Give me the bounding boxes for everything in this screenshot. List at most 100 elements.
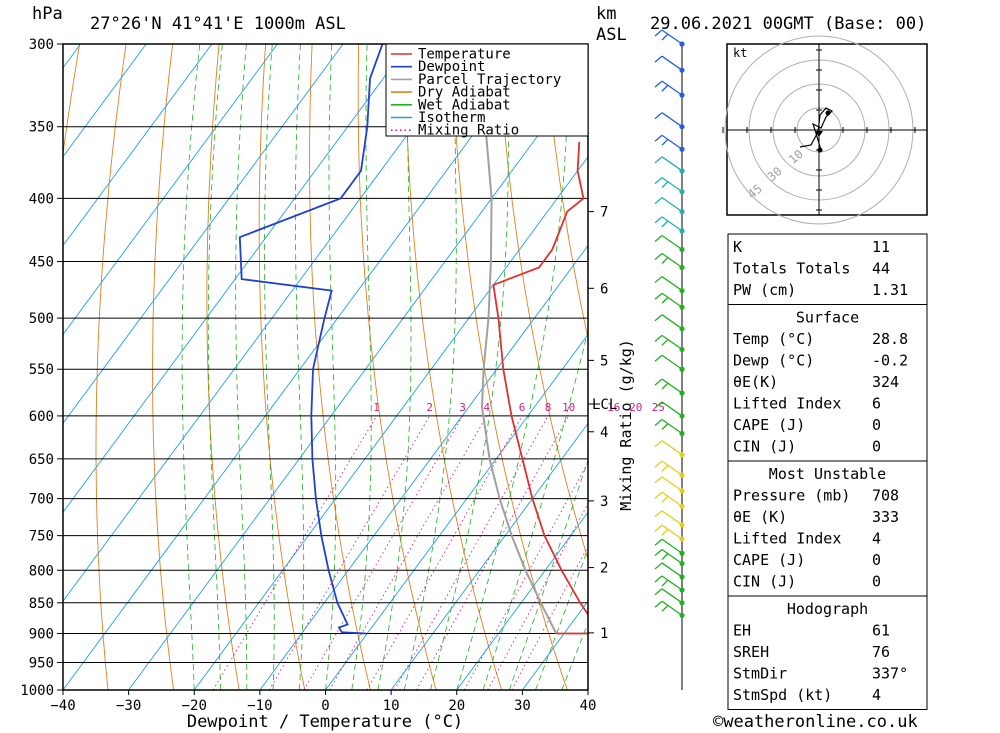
wind-barb-staff bbox=[661, 562, 683, 578]
most-unstable-value: 0 bbox=[872, 551, 881, 569]
wind-barb-flag bbox=[654, 588, 663, 596]
x-axis-title: Dewpoint / Temperature (°C) bbox=[187, 712, 463, 732]
hodograph-point bbox=[817, 147, 823, 153]
dry-adiabat bbox=[952, 7, 1000, 690]
hodograph-stats-value: 61 bbox=[872, 622, 890, 640]
wind-barb-staff bbox=[661, 460, 683, 476]
wet-adiabat bbox=[294, 44, 305, 690]
dry-adiabat bbox=[63, 44, 81, 157]
wind-barb-flag bbox=[661, 495, 669, 503]
dry-adiabat bbox=[206, 44, 240, 690]
mixing-ratio-line bbox=[511, 545, 588, 690]
wind-barb-flag bbox=[654, 252, 663, 260]
wind-barb-flag bbox=[654, 401, 663, 409]
pressure-tick-label: 750 bbox=[29, 529, 54, 545]
mixing-ratio-value: 4 bbox=[483, 401, 490, 414]
pressure-tick-label: 300 bbox=[29, 37, 54, 53]
height-tick-label: 5 bbox=[600, 353, 608, 369]
surface-title: Surface bbox=[796, 309, 859, 327]
surface-value: 0 bbox=[872, 438, 881, 456]
surface-label: CIN (J) bbox=[733, 438, 796, 456]
wet-adiabat bbox=[235, 44, 248, 690]
hodograph-stats-value: 337° bbox=[872, 665, 908, 683]
dry-adiabat bbox=[95, 44, 127, 690]
wind-barb-flag bbox=[654, 538, 663, 546]
mixing-ratio-line bbox=[487, 502, 588, 690]
pressure-tick-label: 650 bbox=[29, 452, 54, 468]
pressure-tick-label: 600 bbox=[29, 409, 54, 425]
isotherm bbox=[390, 422, 588, 690]
indices-value: 1.31 bbox=[872, 281, 908, 299]
wind-barb-staff bbox=[661, 276, 683, 292]
wind-barb-flag bbox=[661, 579, 669, 587]
wind-barb-flag bbox=[661, 528, 669, 536]
mixing-ratio-value: 25 bbox=[652, 401, 665, 414]
wind-barb-staff bbox=[661, 292, 683, 308]
mixing-ratio-value: 1 bbox=[373, 401, 380, 414]
copyright-footer: ©weatheronline.co.uk bbox=[713, 712, 918, 732]
wind-barb-staff bbox=[661, 354, 683, 370]
wind-barb-flag bbox=[661, 296, 669, 304]
wind-barb-flag bbox=[654, 476, 663, 484]
mixing-ratio-line bbox=[366, 415, 523, 690]
wind-barb-flag bbox=[661, 464, 669, 472]
pressure-tick-label: 1000 bbox=[20, 683, 54, 699]
isotherm bbox=[63, 44, 147, 158]
wind-barb-flag bbox=[654, 419, 663, 427]
wind-barb-flag bbox=[654, 562, 663, 570]
wind-barb-flag bbox=[654, 491, 663, 499]
wind-barb-flag bbox=[654, 177, 663, 185]
surface-value: 0 bbox=[872, 416, 881, 434]
wind-barb-flag bbox=[654, 378, 663, 386]
mixing-ratio-value: 3 bbox=[459, 401, 466, 414]
axis-ticks: 1000950900850800750700650600550500450400… bbox=[20, 37, 608, 714]
lcl-label: LCL bbox=[592, 397, 617, 413]
wind-barb-staff bbox=[661, 156, 683, 172]
legend-label: Dry Adiabat bbox=[418, 85, 511, 101]
wind-barb-flag bbox=[654, 354, 663, 362]
wind-barb-staff bbox=[661, 314, 683, 330]
wind-barb-staff bbox=[661, 418, 683, 435]
isotherm bbox=[456, 511, 588, 690]
height-tick-label: 4 bbox=[600, 425, 608, 441]
mixing-ratio-value: 20 bbox=[629, 401, 642, 414]
wind-barb-flag bbox=[654, 55, 663, 63]
mixing-ratio-value: 16 bbox=[607, 401, 620, 414]
indices-label: Totals Totals bbox=[733, 260, 850, 278]
hodograph-stats-title: Hodograph bbox=[787, 600, 868, 618]
legend-label: Temperature bbox=[418, 47, 511, 63]
legend-label: Isotherm bbox=[418, 110, 485, 126]
indices-label: PW (cm) bbox=[733, 281, 796, 299]
wind-barb-staff bbox=[661, 197, 683, 213]
wind-barb-flag bbox=[654, 510, 663, 518]
mixing-ratio-line bbox=[268, 415, 431, 690]
temperature-tick-label: −40 bbox=[50, 698, 75, 714]
wind-barb-flag bbox=[661, 84, 669, 92]
pressure-tick-label: 350 bbox=[29, 120, 54, 136]
hodograph-unit: kt bbox=[733, 46, 747, 60]
isotherm bbox=[63, 44, 475, 602]
wet-adiabat bbox=[181, 44, 201, 690]
wind-barbs bbox=[654, 29, 685, 618]
pressure-tick-label: 850 bbox=[29, 596, 54, 612]
isotherm bbox=[193, 155, 588, 690]
wind-barb-flag bbox=[654, 156, 663, 164]
mixing-ratio-line bbox=[416, 415, 570, 690]
wind-barb-flag bbox=[661, 257, 669, 264]
surface-value: 28.8 bbox=[872, 330, 908, 348]
wind-barb-flag bbox=[654, 460, 663, 468]
wind-barb-flag bbox=[654, 314, 663, 322]
wind-barb-flag bbox=[654, 276, 663, 284]
most-unstable-title: Most Unstable bbox=[769, 465, 886, 483]
temperature-tick-label: −20 bbox=[182, 698, 207, 714]
location-title: 27°26'N 41°41'E 1000m ASL bbox=[90, 14, 346, 34]
wet-adiabat bbox=[508, 458, 588, 690]
wind-barb-flag bbox=[654, 197, 663, 205]
most-unstable-value: 333 bbox=[872, 508, 899, 526]
surface-label: Dewp (°C) bbox=[733, 352, 814, 370]
mixing-ratio-value: 6 bbox=[519, 401, 526, 414]
temperature-tick-label: 20 bbox=[448, 698, 465, 714]
indices-value: 44 bbox=[872, 260, 890, 278]
